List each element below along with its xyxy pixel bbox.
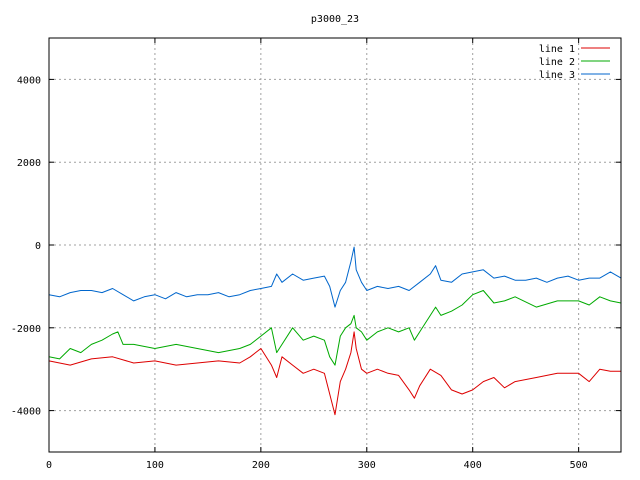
legend-label: line 3 — [539, 70, 575, 81]
y-tick-label: -4000 — [11, 407, 41, 418]
grid — [49, 38, 621, 452]
series-line-1 — [48, 331, 621, 416]
plot-frame — [48, 37, 622, 453]
series-line-3 — [48, 246, 622, 308]
x-tick-label: 400 — [464, 460, 482, 471]
series-group — [48, 246, 622, 416]
x-tick-label: 500 — [570, 460, 588, 471]
x-tick-label: 0 — [46, 460, 52, 471]
chart-title: p3000_23 — [311, 14, 359, 25]
x-tick-label: 300 — [358, 460, 376, 471]
axis-ticks: 0 100 200 300 400 500 -4000 -2000 0 2000 4000 — [11, 38, 621, 471]
legend: line 1 line 2 line 3 — [539, 44, 610, 81]
x-tick-label: 100 — [146, 460, 164, 471]
y-tick-label: 0 — [35, 241, 41, 252]
legend-label: line 2 — [539, 57, 575, 68]
y-tick-label: 2000 — [17, 158, 41, 169]
series-line-2 — [48, 290, 622, 366]
y-tick-label: 4000 — [17, 75, 41, 86]
legend-label: line 1 — [539, 44, 575, 55]
x-tick-label: 200 — [252, 460, 270, 471]
y-tick-label: -2000 — [11, 324, 41, 335]
